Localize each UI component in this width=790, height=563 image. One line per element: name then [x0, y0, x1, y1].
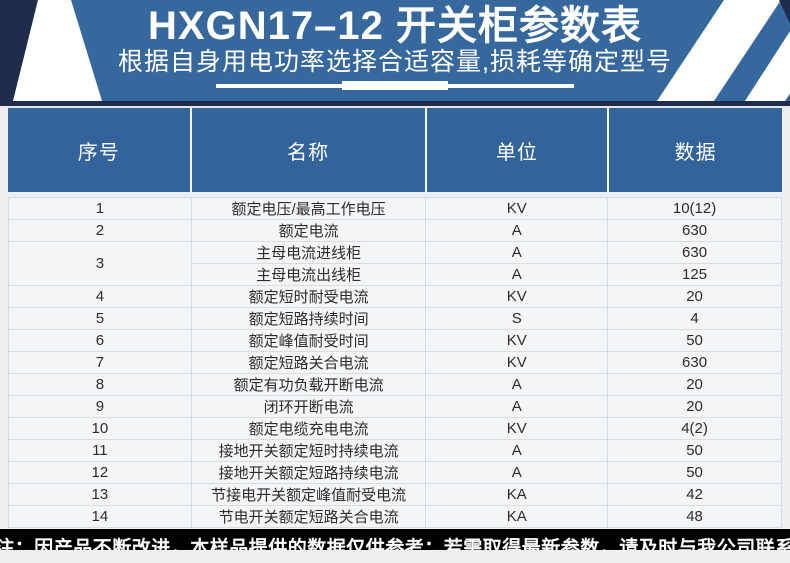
cell-name: 主母电流出线柜: [190, 263, 427, 286]
column-header-unit: 单位: [426, 108, 610, 192]
table-row: 5 额定短路持续时间 S 4: [8, 307, 782, 330]
cell-value: 50: [607, 461, 782, 484]
column-header-value: 数据: [609, 108, 782, 192]
table-row: 11 接地开关额定短时持续电流 A 50: [8, 439, 782, 462]
cell-serial: 2: [8, 219, 192, 242]
cell-value: 630: [607, 351, 782, 374]
cell-value: 4: [607, 307, 782, 330]
cell-unit: KV: [425, 417, 609, 440]
page-title: HXGN17–12 开关柜参数表: [148, 4, 642, 48]
underline-thick-bar: [342, 81, 448, 90]
cell-serial: 12: [8, 461, 192, 484]
table-row: 14 节电开关额定短路关合电流 KA 48: [8, 505, 782, 528]
cell-value: 42: [607, 483, 782, 506]
cell-serial: 8: [8, 373, 192, 396]
cell-serial: 10: [8, 417, 192, 440]
cell-value: 50: [607, 329, 782, 352]
cell-unit: A: [425, 219, 609, 242]
cell-name: 额定短路持续时间: [190, 307, 427, 330]
cell-unit: S: [425, 307, 609, 330]
cell-unit: A: [425, 461, 609, 484]
cell-value: 20: [607, 373, 782, 396]
cell-serial: 14: [8, 505, 192, 528]
cell-serial: 4: [8, 285, 192, 308]
cell-serial: 7: [8, 351, 192, 374]
cell-serial: 13: [8, 483, 192, 506]
cell-unit: A: [425, 395, 609, 418]
table-row: 10 额定电缆充电电流 KV 4(2): [8, 417, 782, 440]
cell-unit: A: [425, 241, 609, 264]
cell-serial: 1: [8, 197, 192, 220]
cell-serial: 11: [8, 439, 192, 462]
table-row: 6 额定峰值耐受时间 KV 50: [8, 329, 782, 352]
cell-unit: KV: [425, 329, 609, 352]
corner-triangle-left: [0, 0, 38, 101]
column-header-name: 名称: [191, 108, 427, 192]
cell-name: 接地开关额定短时持续电流: [190, 439, 427, 462]
cell-unit: A: [425, 263, 609, 286]
cell-serial: 6: [8, 329, 192, 352]
cell-value: 50: [607, 439, 782, 462]
navy-divider-band: [0, 101, 790, 106]
banner: HXGN17–12 开关柜参数表 根据自身用电功率选择合适容量,损耗等确定型号: [0, 0, 790, 101]
footer-note: 注：因产品不断改进，本样品提供的数据仅供参考；若需取得最新参数，请及时与我公司联…: [0, 538, 790, 550]
light-divider-line: [0, 106, 790, 108]
cell-value: 125: [607, 263, 782, 286]
cell-serial: 3: [8, 241, 192, 286]
stripe-left: [13, 0, 102, 101]
cell-serial: 9: [8, 395, 192, 418]
cell-name: 接地开关额定短路持续电流: [190, 461, 427, 484]
stripe-right-inner: [657, 0, 781, 101]
table-row: 13 节接电开关额定峰值耐受电流 KA 42: [8, 483, 782, 506]
cell-name: 额定峰值耐受时间: [190, 329, 427, 352]
footer-bar: 注：因产品不断改进，本样品提供的数据仅供参考；若需取得最新参数，请及时与我公司联…: [0, 529, 790, 550]
subtitle-underline: [216, 81, 574, 90]
header-body-gap: [0, 192, 790, 197]
cell-name: 节接电开关额定峰值耐受电流: [190, 483, 427, 506]
page-subtitle: 根据自身用电功率选择合适容量,损耗等确定型号: [118, 48, 672, 76]
cell-name: 额定电压/最高工作电压: [190, 197, 427, 220]
cell-unit: A: [425, 439, 609, 462]
table-row: 12 接地开关额定短路持续电流 A 50: [8, 461, 782, 484]
cell-name: 额定短时耐受电流: [190, 285, 427, 308]
cell-unit: KV: [425, 285, 609, 308]
table-row: 1 额定电压/最高工作电压 KV 10(12): [8, 197, 782, 220]
cell-value: 20: [607, 395, 782, 418]
cell-name: 节电开关额定短路关合电流: [190, 505, 427, 528]
cell-value: 4(2): [607, 417, 782, 440]
table-row: 8 额定有功负载开断电流 A 20: [8, 373, 782, 396]
cell-unit: A: [425, 373, 609, 396]
column-header-serial: 序号: [8, 108, 192, 192]
cell-name: 主母电流进线柜: [190, 241, 427, 264]
table-row: 3 主母电流进线柜 A 630: [8, 241, 782, 286]
banner-content: HXGN17–12 开关柜参数表 根据自身用电功率选择合适容量,损耗等确定型号: [0, 0, 790, 101]
cell-name: 额定电缆充电电流: [190, 417, 427, 440]
cell-name: 闭环开断电流: [190, 395, 427, 418]
parameter-table-body: 1 额定电压/最高工作电压 KV 10(12) 2 额定电流 A 630 3 主母电流进线柜 A 63…: [8, 197, 782, 528]
cell-value: 20: [607, 285, 782, 308]
cell-unit: KA: [425, 483, 609, 506]
table-row: 9 闭环开断电流 A 20: [8, 395, 782, 418]
table-row: 2 额定电流 A 630: [8, 219, 782, 242]
cell-value: 630: [607, 241, 782, 264]
table-row: 4 额定短时耐受电流 KV 20: [8, 285, 782, 308]
cell-name: 额定电流: [190, 219, 427, 242]
cell-name: 额定有功负载开断电流: [190, 373, 427, 396]
cell-unit: KV: [425, 197, 609, 220]
stripe-right-edge: [745, 31, 790, 101]
cell-unit: KA: [425, 505, 609, 528]
cell-value: 10(12): [607, 197, 782, 220]
banner-stripes-decoration: [0, 0, 790, 101]
table-row: 7 额定短路关合电流 KV 630: [8, 351, 782, 374]
cell-value: 48: [607, 505, 782, 528]
cell-serial: 5: [8, 307, 192, 330]
corner-triangle-right: [779, 0, 790, 24]
cell-value: 630: [607, 219, 782, 242]
parameter-table: 1 额定电压/最高工作电压 KV 10(12) 2 额定电流 A 630 3 主母电流进线柜 A 63…: [8, 197, 782, 528]
cell-unit: KV: [425, 351, 609, 374]
cell-name: 额定短路关合电流: [190, 351, 427, 374]
table-header-row: 序号 名称 单位 数据: [8, 108, 782, 192]
